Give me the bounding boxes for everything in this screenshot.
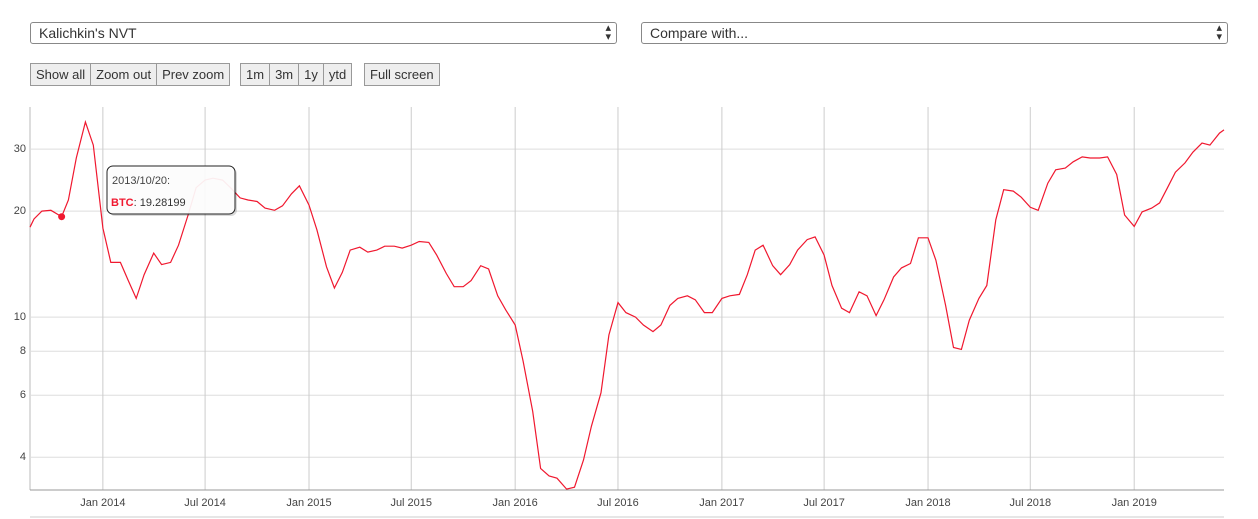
y-tick-label: 6 xyxy=(20,389,26,401)
y-tick-label: 20 xyxy=(14,205,26,217)
range-buttons: 1m 3m 1y ytd xyxy=(240,63,353,86)
y-tick-label: 10 xyxy=(14,311,26,323)
tooltip-box xyxy=(106,165,236,215)
tooltip-separator: : xyxy=(134,197,140,209)
tooltip-series-name: BTC xyxy=(111,197,134,209)
y-tick-label: 8 xyxy=(20,345,26,357)
metric-label: Kalichkin's NVT xyxy=(39,25,137,41)
x-tick-label: Jul 2014 xyxy=(184,497,226,509)
select-arrows: ▴ ▾ xyxy=(605,22,611,43)
toolbar-button[interactable]: 1m xyxy=(240,63,271,86)
x-tick-label: Jan 2017 xyxy=(699,497,744,509)
toolbar-button[interactable]: 1y xyxy=(298,63,324,86)
tooltip-value-row: BTC: 19.28199 xyxy=(111,197,186,209)
fullscreen-group: Full screen xyxy=(364,63,440,86)
toolbar-button[interactable]: Prev zoom xyxy=(156,63,231,86)
zoom-buttons: Show all Zoom out Prev zoom xyxy=(30,63,231,86)
x-tick-label: Jul 2018 xyxy=(1009,497,1051,509)
hover-marker xyxy=(58,213,66,221)
x-tick-label: Jan 2018 xyxy=(905,497,950,509)
y-tick-label: 4 xyxy=(20,451,26,463)
toolbar-button[interactable]: 3m xyxy=(269,63,300,86)
x-tick-label: Jan 2016 xyxy=(493,497,538,509)
tooltip-value: 19.28199 xyxy=(140,197,186,209)
x-tick-label: Jul 2016 xyxy=(597,497,639,509)
x-tick-label: Jan 2019 xyxy=(1112,497,1157,509)
x-tick-label: Jul 2017 xyxy=(803,497,845,509)
x-tick-label: Jul 2015 xyxy=(390,497,432,509)
toolbar-button[interactable]: ytd xyxy=(322,63,353,86)
tooltip-date: 2013/10/20: xyxy=(112,175,170,187)
metric-select[interactable]: Kalichkin's NVT ▴ ▾ xyxy=(30,22,617,44)
y-tick-label: 30 xyxy=(14,143,26,155)
x-tick-label: Jan 2015 xyxy=(286,497,331,509)
compare-select[interactable]: Compare with... ▴ ▾ xyxy=(641,22,1228,44)
tooltip: 2013/10/20: BTC: 19.28199 xyxy=(106,165,237,216)
toolbar-button[interactable]: Show all xyxy=(30,63,92,86)
x-tick-label: Jan 2014 xyxy=(80,497,125,509)
fullscreen-button[interactable]: Full screen xyxy=(364,63,440,86)
compare-label: Compare with... xyxy=(650,25,749,41)
select-arrows: ▴ ▾ xyxy=(1216,22,1222,43)
